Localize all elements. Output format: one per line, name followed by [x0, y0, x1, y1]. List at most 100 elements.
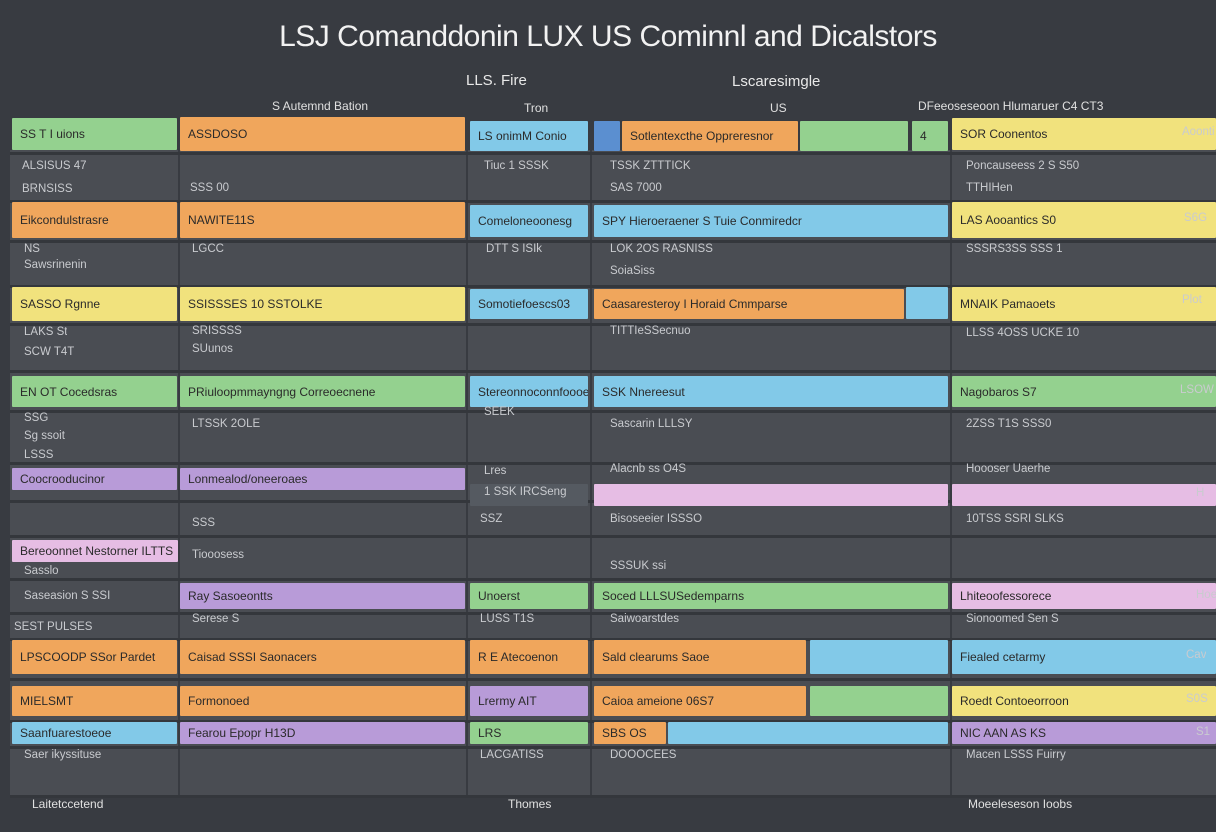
cell-bar: ASSDOSO: [180, 117, 465, 151]
cell-text: 1 SSK IRCSeng: [484, 486, 567, 498]
cell-text: LGCC: [192, 243, 224, 255]
row-separator: [10, 240, 1216, 243]
cell-bar: LRS: [470, 722, 588, 744]
cell-bar: Lonmealod/oneeroaes: [180, 468, 465, 490]
cell-text: SSSUK ssi: [610, 560, 667, 572]
cell-text: 10TSS SSRI SLKS: [966, 513, 1064, 525]
cell-bar: Caasaresteroy I Horaid Cmmparse: [594, 289, 904, 319]
cell-bar: Somotiefoescs03: [470, 289, 588, 319]
cell-text: Sawsrinenin: [24, 259, 87, 271]
row-separator: [10, 462, 1216, 465]
cell-bar: Ray Sasoeontts: [180, 583, 465, 609]
cell-text: Hoe: [1196, 589, 1216, 601]
cell-bar: NIC AAN AS KS: [952, 722, 1216, 744]
cell-text: NS: [24, 243, 40, 255]
footer-label: Laitetccetend: [32, 797, 104, 811]
cell-bar: Fearou Epopr H13D: [180, 722, 465, 744]
column-header: US: [770, 101, 787, 115]
cell-bar: PRiuloopmmayngng Correoecnene: [180, 376, 465, 407]
cell-bar: LPSCOODP SSor Pardet: [12, 640, 177, 674]
cell-text: SEST PULSES: [14, 621, 93, 633]
cell-text: LSSS: [24, 449, 54, 461]
cell-bar: SS T I uions: [12, 118, 177, 150]
cell-bar: Caisad SSSI Saonacers: [180, 640, 465, 674]
cell-bar: SSISSSES 10 SSTOLKE: [180, 287, 465, 321]
color-block: [800, 121, 908, 151]
cell-bar: Lrermy AIT: [470, 686, 588, 716]
cell-bar: LAS Aooantics S0: [952, 202, 1216, 238]
cell-text: BRNSISS: [22, 183, 73, 195]
column-header: DFeeoseseoon Hlumaruer C4 CT3: [918, 99, 1104, 113]
row-separator: [10, 370, 1216, 373]
title: LSJ Comanddonin LUX US Cominnl and Dical…: [279, 20, 937, 53]
cell-text: LTSSK 2OLE: [192, 418, 261, 430]
row-separator: [10, 285, 1216, 288]
row-separator: [10, 152, 1216, 155]
cell-bar: SBS OS: [594, 722, 666, 744]
cell-bar: EN OT Cocedsras: [12, 376, 177, 407]
cell-bar: Formonoed: [180, 686, 465, 716]
cell-text: S0S: [1186, 693, 1208, 705]
cell-text: Lres: [484, 465, 507, 477]
row-separator: [10, 410, 1216, 413]
cell-bar: Soced LLLSUSedemparns: [594, 583, 948, 609]
cell-bar: Sald clearums Saoe: [594, 640, 806, 674]
cell-text: LLSS 4OSS UCKE 10: [966, 327, 1080, 339]
row-separator: [10, 638, 1216, 641]
cell-bar: R E Atecoenon: [470, 640, 588, 674]
cell-text: TITTIeSSecnuo: [610, 325, 691, 337]
cell-text: Saseasion S SSI: [24, 590, 111, 602]
cell-bar: Caioa ameione 06S7: [594, 686, 806, 716]
cell-bar: Coocrooducinor: [12, 468, 177, 490]
cell-bar: Roedt Contoeorroon: [952, 686, 1216, 716]
row-separator: [10, 612, 1216, 615]
column-header: S Autemnd Bation: [272, 99, 369, 113]
cell-text: S1: [1196, 726, 1211, 738]
color-block: [810, 686, 948, 716]
cell-text: LACGATISS: [480, 749, 544, 761]
cell-text: DTT S ISIk: [486, 243, 543, 255]
cell-text: SCW T4T: [24, 346, 75, 358]
cell-text: Sg ssoit: [24, 430, 65, 442]
cell-bar: Comeloneoonesg: [470, 205, 588, 237]
color-block: [668, 722, 948, 744]
cell-bar: Bereoonnet Nestorner ILTTS: [12, 540, 178, 562]
column-header: Tron: [524, 101, 549, 115]
row-separator: [10, 720, 1216, 723]
cell-bar: Nagobaros S7: [952, 376, 1216, 407]
cell-bar: Saanfuarestoeoe: [12, 722, 177, 744]
cell-text: Cav: [1186, 649, 1207, 661]
color-block: [594, 121, 620, 151]
cell-bar: Eikcondulstrasre: [12, 202, 177, 238]
cell-bar: MIELSMT: [12, 686, 177, 716]
row-separator: [10, 323, 1216, 326]
cell-text: TSSK ZTTTICK: [610, 160, 691, 172]
cell-text: DOOOCEES: [610, 749, 677, 761]
cell-bar: Fiealed cetarmy: [952, 640, 1216, 674]
cell-bar: LS onimM Conio: [470, 121, 588, 151]
cell-bar: Unoerst: [470, 583, 588, 609]
color-block: [952, 484, 1216, 506]
footer-label: Moeeleseson Ioobs: [968, 797, 1073, 811]
color-block: [594, 484, 948, 506]
row-separator: [10, 535, 1216, 538]
cell-text: SSSRS3SS SSS 1: [966, 243, 1063, 255]
cell-text: SUunos: [192, 343, 233, 355]
row-separator: [10, 678, 1216, 681]
cell-text: SSS: [192, 517, 216, 529]
footer-label: Thomes: [508, 797, 552, 811]
cell-text: SEEK: [484, 406, 515, 418]
cell-text: LSOW: [1180, 384, 1214, 396]
row-separator: [10, 578, 1216, 581]
cell-text: SAS 7000: [610, 182, 662, 194]
cell-text: ALSISUS 47: [22, 160, 87, 172]
cell-bar: SSK Nnereesut: [594, 376, 948, 407]
cell-text: Tiooosess: [192, 549, 244, 561]
row-separator: [10, 746, 1216, 749]
cell-bar: MNAIK Pamaoets: [952, 287, 1216, 321]
cell-bar: SOR Coonentos: [952, 118, 1216, 150]
cell-text: Saiwoarstdes: [610, 613, 680, 625]
cell-text: Macen LSSS Fuirry: [966, 749, 1066, 761]
cell-text: SRISSSS: [192, 325, 242, 337]
